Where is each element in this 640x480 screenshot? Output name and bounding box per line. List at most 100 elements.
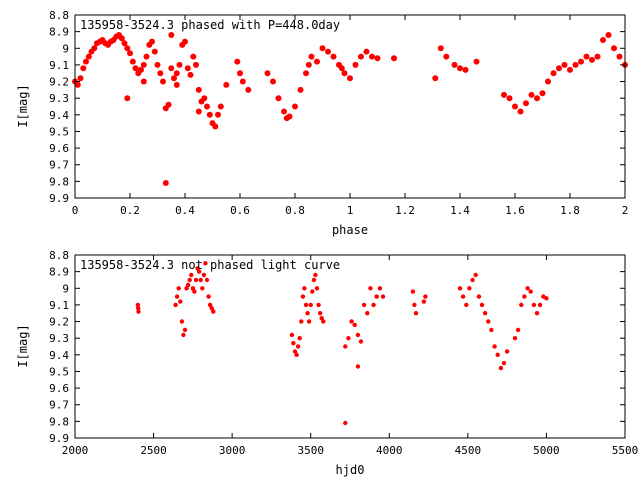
phased-data-point [556,65,562,72]
unphased-y-tick-label: 8.9 [49,266,69,279]
unphased-data-point [211,309,216,314]
phased-data-point [297,86,304,93]
phased-y-tick-label: 9.1 [49,59,69,72]
phased-data-points [72,32,628,186]
phased-y-tick-label: 9.3 [49,92,69,105]
phased-data-point [374,55,381,62]
unphased-x-tick-label: 2000 [62,444,89,457]
unphased-data-point [317,311,323,316]
phased-data-point [149,38,155,45]
unphased-data-point [201,272,207,278]
phased-data-point [432,75,439,82]
phased-data-point [182,38,188,45]
unphased-data-point [135,302,141,308]
phased-data-point [176,61,183,68]
phased-data-point [341,70,348,77]
phased-data-point [534,95,540,102]
phased-data-point [80,65,87,72]
unphased-data-point [504,349,510,354]
unphased-data-point [495,352,500,357]
unphased-data-point [470,277,475,283]
unphased-data-point [306,319,312,324]
phased-data-point [391,55,397,62]
phased-data-point [457,65,463,72]
phased-data-point [539,90,546,97]
unphased-data-point [299,319,304,324]
unphased-data-point [343,344,348,349]
phased-data-point [168,32,175,38]
phased-x-tick-label: 0 [72,204,79,217]
unphased-data-point [187,277,192,283]
unphased-y-tick-label: 9.1 [49,299,69,312]
phased-y-tick-label: 9.4 [49,109,69,122]
phased-data-point [201,95,208,102]
phased-data-point [217,103,224,110]
phased-data-point [129,58,136,65]
unphased-y-tick-label: 9.2 [49,316,69,329]
phased-data-point [314,58,320,65]
unphased-data-point [182,327,188,333]
unphased-data-point [185,282,191,288]
unphased-data-point [498,365,504,371]
phased-x-tick-label: 0.8 [285,204,305,217]
unphased-data-point [501,360,507,366]
unphased-x-tick-label: 4500 [455,444,482,457]
unphased-y-tick-label: 9.5 [49,365,69,378]
phased-x-tick-label: 0.4 [175,204,195,217]
phased-y-tick-label: 9.5 [49,125,69,138]
unphased-data-point [492,344,497,349]
unphased-data-point [486,319,491,324]
phased-data-point [223,81,230,88]
phased-data-point [443,53,450,60]
unphased-data-point [189,272,194,278]
phased-data-point [600,37,606,43]
unphased-plot-frame [74,254,626,439]
phased-x-axis-label: phase [332,223,368,237]
phased-data-point [173,81,180,88]
phased-y-tick-label: 8.9 [49,26,69,39]
unphased-data-point [374,294,379,299]
phased-data-point [305,61,312,68]
unphased-data-point [203,261,208,266]
phased-data-point [589,56,595,63]
phased-data-point [338,65,345,72]
phased-data-point [358,53,364,60]
phased-x-tick-label: 0.2 [120,204,140,217]
unphased-data-point [181,332,186,338]
phased-data-point [190,53,197,60]
unphased-data-point [358,339,364,344]
unphased-data-point [319,316,324,321]
phased-data-point [154,61,161,68]
unphased-x-axis-label: hjd0 [336,463,365,477]
unphased-x-tick-label: 4000 [376,444,403,457]
unphased-data-point [179,319,185,324]
phased-data-point [187,71,194,78]
unphased-data-point [519,302,524,308]
unphased-data-point [410,289,416,294]
unphased-data-point [460,294,466,299]
phased-data-point [212,123,219,130]
phased-data-point [363,48,370,55]
unphased-data-point [355,332,361,338]
phased-data-point [215,111,221,118]
unphased-data-point [136,306,141,311]
phased-data-point [292,103,298,110]
phased-x-tick-label: 1.2 [395,204,415,217]
phased-data-point [206,111,213,118]
phased-data-point [347,75,353,82]
phased-data-point [140,78,147,85]
phased-y-tick-label: 8.8 [49,9,69,22]
unphased-data-point [467,286,472,291]
unphased-data-point [512,336,518,341]
phased-data-point [517,108,524,115]
phased-data-point [506,95,513,102]
unphased-data-point [303,302,309,308]
unphased-data-point [311,277,317,283]
unphased-y-tick-label: 9.8 [49,415,69,428]
unphased-data-point [365,311,370,316]
unphased-data-point [192,289,197,294]
phased-data-point [132,65,139,72]
unphased-x-axis-ticks: 2000 2500 3000 3500 4000 4500 5000 5500 [62,255,638,457]
unphased-data-point [464,302,469,308]
phased-data-point [162,180,169,186]
